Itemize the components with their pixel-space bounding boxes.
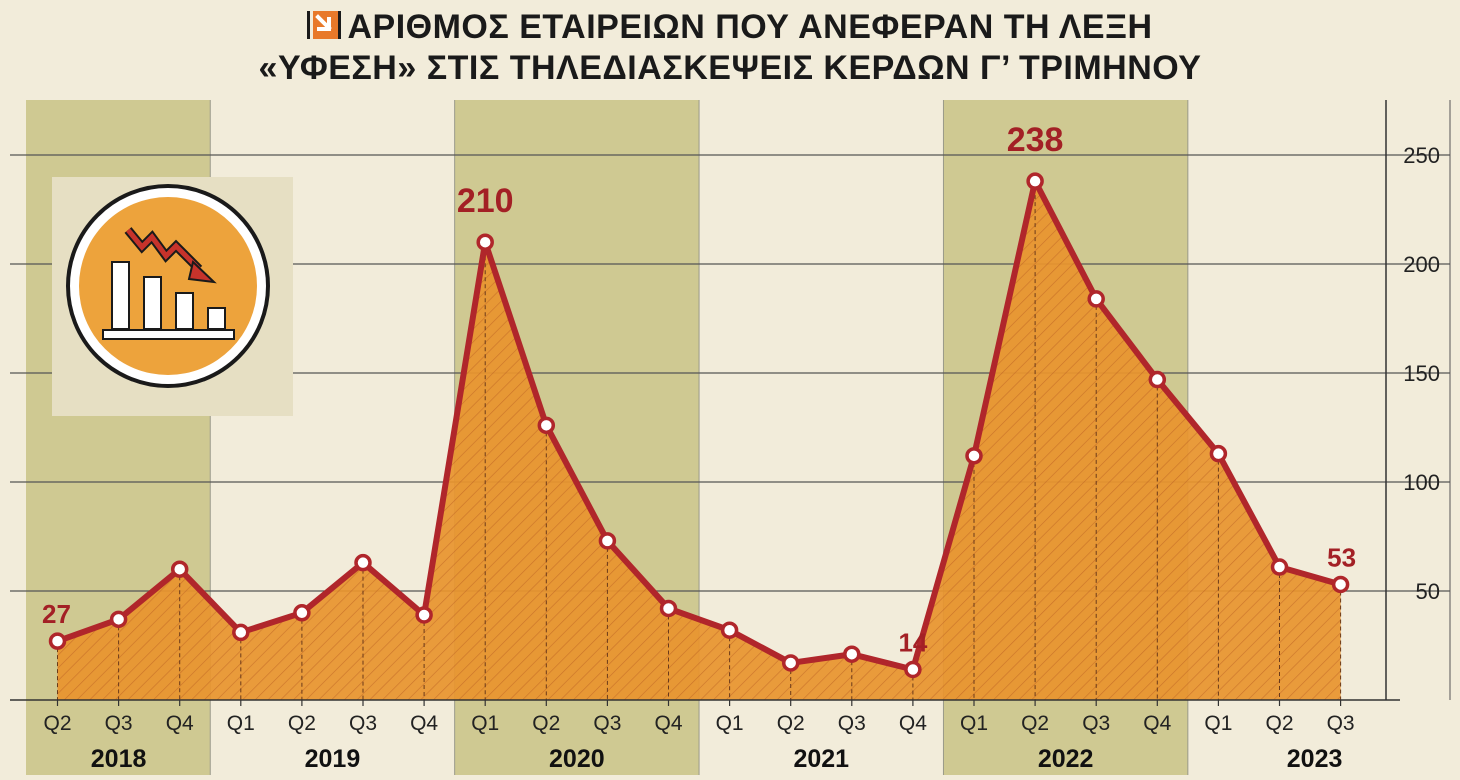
x-tick-labels: Q2 Q3 Q4 Q1 Q2 Q3 Q4 Q1 Q2 Q3 Q4 Q1 Q2 Q3 Q4 Q1 Q2 Q3 Q4 Q1… xyxy=(43,712,1354,735)
data-label: 14 xyxy=(898,627,927,657)
drop-lines xyxy=(57,181,1342,700)
year-label: 2020 xyxy=(549,745,605,773)
title-text-1: ΑΡΙΘΜΟΣ ΕΤΑΙΡΕΙΩΝ ΠΟΥ ΑΝΕΦΕΡΑΝ ΤΗ ΛΕΞΗ xyxy=(347,8,1153,46)
data-point xyxy=(415,606,433,624)
x-tick-label: Q4 xyxy=(899,712,927,735)
area-fill xyxy=(57,181,1341,700)
data-point xyxy=(1026,172,1044,190)
data-point xyxy=(1270,558,1289,576)
data-point xyxy=(781,654,800,672)
x-tick-label: Q3 xyxy=(838,712,866,735)
data-point xyxy=(843,645,861,663)
y-tick-label: 100 xyxy=(1403,470,1440,495)
year-label: 2022 xyxy=(1038,745,1094,773)
data-point xyxy=(537,416,556,435)
x-tick-label: Q1 xyxy=(1204,712,1232,735)
data-point xyxy=(476,233,494,251)
x-tick-label: Q1 xyxy=(716,712,744,735)
x-tick-label: Q2 xyxy=(1265,712,1293,735)
x-tick-label: Q3 xyxy=(1082,712,1110,735)
data-point xyxy=(1331,575,1350,594)
data-label: 238 xyxy=(1007,121,1064,159)
declining-bar-chart-icon xyxy=(52,177,293,416)
year-label: 2018 xyxy=(91,745,147,773)
data-point xyxy=(170,560,189,578)
data-point xyxy=(232,623,250,642)
arrow-down-right-icon xyxy=(307,11,342,39)
year-labels: 2018 2019 2020 2021 2022 2023 xyxy=(91,745,1343,773)
x-tick-label: Q4 xyxy=(410,712,438,735)
y-tick-label: 200 xyxy=(1403,252,1440,277)
data-point xyxy=(109,610,128,629)
x-tick-label: Q4 xyxy=(654,712,682,735)
data-point xyxy=(48,632,67,650)
x-tick-label: Q3 xyxy=(1327,712,1355,735)
series-line xyxy=(56,178,1342,673)
year-label: 2023 xyxy=(1287,745,1343,773)
x-tick-label: Q3 xyxy=(349,712,377,735)
data-labels: 27 210 14 238 53 xyxy=(42,121,1356,657)
x-tick-label: Q2 xyxy=(532,712,560,735)
chart-title: ΑΡΙΘΜΟΣ ΕΤΑΙΡΕΙΩΝ ΠΟΥ ΑΝΕΦΕΡΑΝ ΤΗ ΛΕΞΗ «… xyxy=(0,6,1460,89)
x-tick-label: Q3 xyxy=(105,712,133,735)
area-hatch xyxy=(57,181,1341,700)
data-point xyxy=(659,599,678,618)
y-tick-label: 250 xyxy=(1403,143,1440,168)
data-point xyxy=(720,621,739,639)
y-tick-labels: 50 100 150 200 250 xyxy=(1403,143,1440,604)
y-tick-label: 50 xyxy=(1416,579,1440,604)
data-label: 27 xyxy=(42,599,71,629)
data-point xyxy=(965,447,983,465)
title-line-1: ΑΡΙΘΜΟΣ ΕΤΑΙΡΕΙΩΝ ΠΟΥ ΑΝΕΦΕΡΑΝ ΤΗ ΛΕΞΗ xyxy=(0,6,1460,48)
data-point xyxy=(1087,290,1105,308)
data-point xyxy=(293,604,311,622)
data-point xyxy=(598,532,617,550)
data-points xyxy=(48,172,1350,679)
title-line-2: «ΥΦΕΣΗ» ΣΤΙΣ ΤΗΛΕΔΙΑΣΚΕΨΕΙΣ ΚΕΡΔΩΝ Γ’ ΤΡ… xyxy=(258,49,1202,87)
x-tick-label: Q1 xyxy=(960,712,988,735)
x-tick-label: Q2 xyxy=(288,712,316,735)
data-point xyxy=(904,660,922,679)
data-point xyxy=(1209,444,1228,463)
x-tick-label: Q4 xyxy=(1143,712,1171,735)
x-tick-label: Q4 xyxy=(166,712,194,735)
data-label: 210 xyxy=(457,182,514,220)
data-point xyxy=(1148,370,1167,389)
x-tick-label: Q2 xyxy=(1021,712,1049,735)
data-point xyxy=(354,553,372,572)
x-tick-label: Q1 xyxy=(227,712,255,735)
data-label: 53 xyxy=(1327,542,1356,572)
series-polyline xyxy=(56,178,1342,673)
x-tick-label: Q3 xyxy=(593,712,621,735)
x-tick-label: Q1 xyxy=(471,712,499,735)
year-label: 2021 xyxy=(793,745,849,773)
y-tick-label: 150 xyxy=(1403,361,1440,386)
x-tick-label: Q2 xyxy=(43,712,71,735)
x-tick-label: Q2 xyxy=(777,712,805,735)
year-label: 2019 xyxy=(305,745,361,773)
axes xyxy=(10,100,1451,706)
